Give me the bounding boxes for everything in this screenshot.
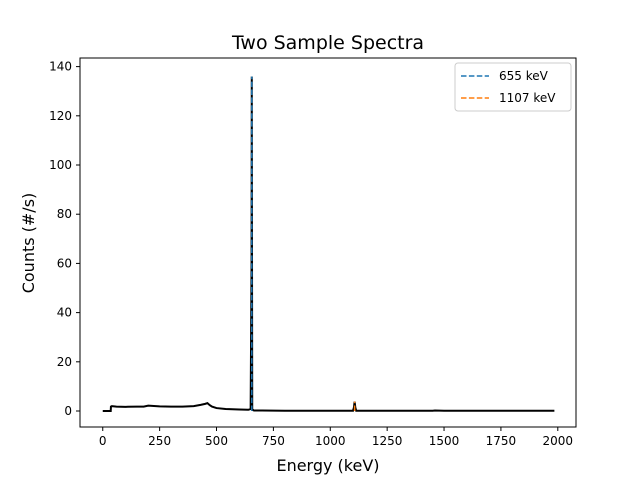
y-tick-label: 20	[57, 355, 72, 369]
y-tick-label: 140	[49, 60, 72, 74]
y-tick-label: 60	[57, 256, 72, 270]
legend-box	[454, 62, 572, 112]
x-tick-label: 1750	[486, 434, 517, 448]
x-axis: 0 250 500 750 1000 1250 1500 1750 2000	[99, 427, 573, 448]
x-tick-label: 500	[205, 434, 228, 448]
y-tick-label: 100	[49, 158, 72, 172]
y-tick-label: 80	[57, 207, 72, 221]
legend: 655 keV 1107 keV	[454, 62, 572, 112]
y-tick-label: 40	[57, 306, 72, 320]
y-tick-label: 0	[64, 404, 72, 418]
plot-area	[102, 76, 555, 413]
y-axis-label: Counts (#/s)	[19, 193, 38, 294]
x-tick-label: 2000	[543, 434, 574, 448]
chart-title: Two Sample Spectra	[231, 32, 424, 54]
x-tick-label: 250	[148, 434, 171, 448]
x-tick-label: 1500	[429, 434, 460, 448]
x-tick-label: 1000	[315, 434, 346, 448]
y-tick-label: 120	[49, 109, 72, 123]
axes-frame	[79, 57, 577, 428]
legend-entry-label: 1107 keV	[499, 91, 556, 105]
y-axis: 0 20 40 60 80 100 120 140	[49, 60, 80, 418]
legend-entry-label: 655 keV	[499, 69, 549, 83]
x-tick-label: 750	[262, 434, 285, 448]
x-axis-label: Energy (keV)	[276, 456, 379, 475]
x-tick-label: 0	[99, 434, 107, 448]
x-tick-label: 1250	[372, 434, 403, 448]
